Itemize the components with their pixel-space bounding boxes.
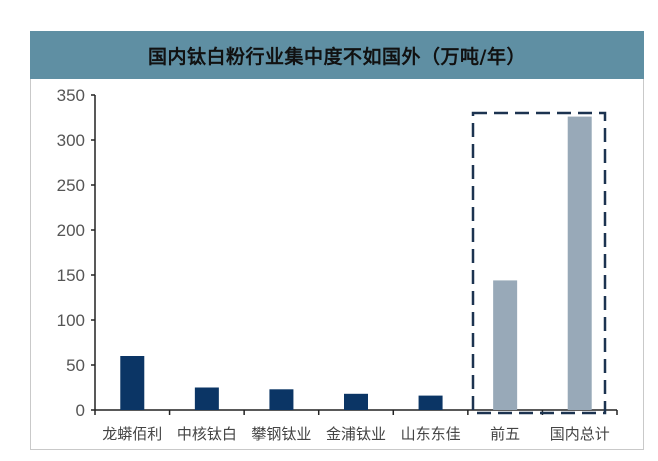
bar-7 (567, 116, 592, 410)
y-tick-label: 350 (57, 86, 85, 105)
highlight-dashed-box (471, 111, 607, 415)
bar-3 (269, 389, 294, 410)
y-tick-label: 0 (76, 401, 85, 420)
y-tick-label: 50 (66, 356, 85, 375)
bar-1 (120, 356, 145, 410)
chart-title: 国内钛白粉行业集中度不如国外（万吨/年） (148, 45, 526, 68)
bar-5 (418, 395, 443, 410)
bar-4 (344, 393, 368, 410)
x-category-label: 龙蟒佰利 (102, 425, 162, 443)
y-tick-label: 150 (57, 266, 85, 285)
x-category-label: 国内总计 (550, 425, 610, 443)
y-tick-label: 250 (57, 176, 85, 195)
x-category-label: 前五 (490, 425, 520, 443)
bar-6 (493, 280, 518, 410)
y-tick-label: 300 (57, 131, 85, 150)
y-tick-label: 100 (57, 311, 85, 330)
y-tick-label: 200 (57, 221, 85, 240)
x-category-label: 山东东佳 (401, 425, 461, 443)
x-category-label: 金浦钛业 (326, 425, 386, 443)
title-bar: 国内钛白粉行业集中度不如国外（万吨/年） (30, 31, 644, 79)
x-category-label: 攀钢钛业 (251, 425, 311, 443)
x-category-label: 中核钛白 (177, 425, 237, 443)
bar-2 (194, 387, 219, 410)
